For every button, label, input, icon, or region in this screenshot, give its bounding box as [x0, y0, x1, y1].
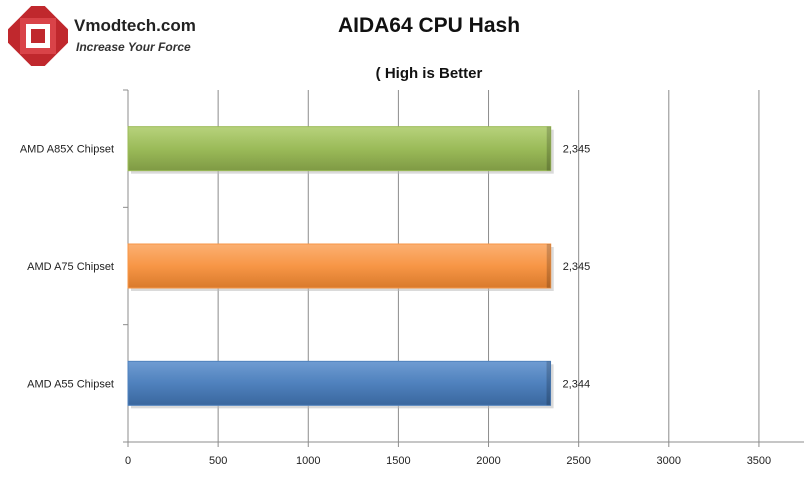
bar-end-cap-1 [546, 244, 551, 288]
bar-1 [127, 243, 552, 289]
x-tick-label-6: 3000 [657, 455, 681, 467]
logo-tagline: Increase Your Force [76, 40, 191, 54]
bar-2 [127, 360, 552, 406]
category-label-0: AMD A85X Chipset [20, 144, 114, 156]
x-tick-label-7: 3500 [747, 455, 771, 467]
bar-end-cap-0 [546, 126, 551, 171]
chart-subtitle: ( High is Better [375, 65, 483, 82]
logo-name: Vmodtech.com [74, 16, 196, 35]
data-label-0: 2,345 [563, 144, 591, 156]
x-tick-label-1: 500 [209, 455, 227, 467]
data-label-2: 2,344 [563, 378, 591, 390]
data-label-1: 2,345 [563, 261, 591, 273]
site-logo: Vmodtech.com Increase Your Force [8, 6, 198, 72]
category-label-1: AMD A75 Chipset [27, 261, 114, 273]
bar-end-cap-2 [546, 361, 551, 406]
x-tick-label-3: 1500 [386, 455, 410, 467]
logo-emblem-icon [8, 6, 68, 66]
x-tick-label-4: 2000 [476, 455, 500, 467]
chart-title: AIDA64 CPU Hash [337, 14, 521, 37]
category-label-2: AMD A55 Chipset [27, 378, 114, 390]
bar-0 [127, 126, 552, 172]
x-tick-label-2: 1000 [296, 455, 320, 467]
x-tick-label-0: 0 [125, 455, 131, 467]
x-tick-label-5: 2500 [566, 455, 590, 467]
